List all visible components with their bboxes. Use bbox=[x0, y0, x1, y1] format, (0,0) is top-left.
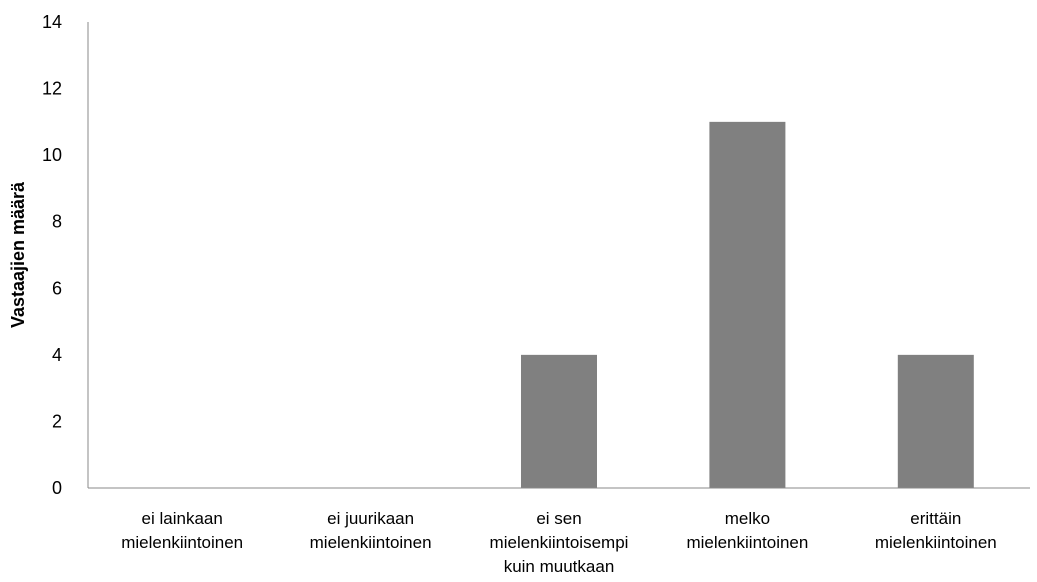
y-axis-label: Vastaajien määrä bbox=[8, 181, 28, 328]
x-tick-label-line: mielenkiintoinen bbox=[310, 533, 432, 552]
bars bbox=[521, 121, 974, 488]
x-tick-label-line: mielenkiintoinen bbox=[875, 533, 997, 552]
y-axis-ticks: 0 2 4 6 8 10 12 14 bbox=[42, 12, 62, 498]
x-tick-label-line: mielenkiintoinen bbox=[121, 533, 243, 552]
bar bbox=[709, 121, 786, 488]
y-tick-label: 12 bbox=[42, 79, 62, 99]
y-axis-label-group: Vastaajien määrä bbox=[8, 181, 28, 328]
x-tick-label: ei juurikaan mielenkiintoinen bbox=[310, 509, 432, 552]
y-tick-label: 6 bbox=[52, 278, 62, 298]
y-tick-label: 8 bbox=[52, 212, 62, 232]
x-tick-label-line: ei sen bbox=[536, 509, 581, 528]
bar bbox=[521, 354, 597, 488]
x-tick-label: ei sen mielenkiintoisempi kuin muutkaan bbox=[490, 509, 629, 576]
y-tick-label: 2 bbox=[52, 411, 62, 431]
x-tick-label-line: mielenkiintoisempi bbox=[490, 533, 629, 552]
x-tick-label-line: kuin muutkaan bbox=[504, 557, 615, 576]
x-tick-label: erittäin mielenkiintoinen bbox=[875, 509, 997, 552]
x-tick-label-line: mielenkiintoinen bbox=[686, 533, 808, 552]
x-tick-label-line: melko bbox=[725, 509, 770, 528]
axes bbox=[87, 22, 1030, 489]
x-axis-labels: ei lainkaan mielenkiintoinen ei juurikaan m… bbox=[121, 509, 997, 576]
y-tick-label: 4 bbox=[52, 345, 62, 365]
y-tick-label: 10 bbox=[42, 145, 62, 165]
x-tick-label-line: erittäin bbox=[910, 509, 961, 528]
x-tick-label: melko mielenkiintoinen bbox=[686, 509, 808, 552]
y-tick-label: 0 bbox=[52, 478, 62, 498]
bar bbox=[897, 354, 974, 488]
x-tick-label-line: ei lainkaan bbox=[142, 509, 223, 528]
y-tick-label: 14 bbox=[42, 12, 62, 32]
x-tick-label: ei lainkaan mielenkiintoinen bbox=[121, 509, 243, 552]
x-tick-label-line: ei juurikaan bbox=[327, 509, 414, 528]
